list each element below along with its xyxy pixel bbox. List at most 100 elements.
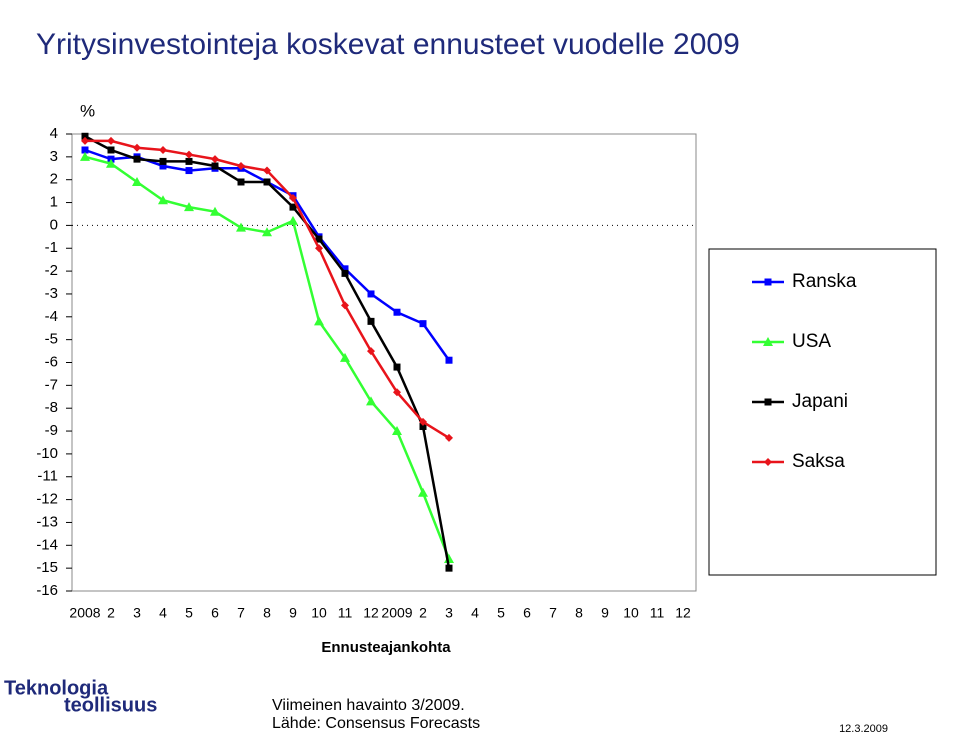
y-tick-label: -14 xyxy=(36,536,58,553)
y-tick-label: 4 xyxy=(50,125,58,142)
point xyxy=(393,388,401,397)
point xyxy=(764,278,772,286)
y-tick-label: -13 xyxy=(36,513,58,530)
point xyxy=(366,396,376,406)
point xyxy=(263,178,271,186)
y-tick-label: 0 xyxy=(50,216,58,233)
point xyxy=(236,222,246,232)
x-tick-label: 2 xyxy=(419,605,427,621)
source: Lähde: Consensus Forecasts xyxy=(272,715,480,732)
legend-label: Japani xyxy=(792,391,848,412)
y-tick-label: -16 xyxy=(36,582,58,599)
point xyxy=(341,269,349,277)
x-tick-label: 7 xyxy=(237,605,245,621)
x-axis-label: Ennusteajankohta xyxy=(321,639,451,656)
point xyxy=(107,136,115,145)
point xyxy=(418,487,428,497)
x-tick-label: 3 xyxy=(133,605,141,621)
x-tick-label: 11 xyxy=(650,605,665,621)
point xyxy=(159,145,167,154)
y-tick-label: -8 xyxy=(45,399,58,416)
point xyxy=(81,146,89,154)
point xyxy=(263,166,271,175)
point xyxy=(419,320,427,328)
point xyxy=(367,290,375,298)
point xyxy=(185,157,193,165)
point xyxy=(81,136,89,145)
point xyxy=(133,143,141,152)
x-tick-label: 5 xyxy=(185,605,193,621)
x-tick-label: 8 xyxy=(575,605,583,621)
legend-box xyxy=(708,248,937,576)
point xyxy=(392,426,402,436)
point xyxy=(763,337,773,346)
x-tick-label: 11 xyxy=(338,605,353,621)
y-tick-label: -2 xyxy=(45,262,58,279)
point xyxy=(211,155,219,164)
point xyxy=(367,317,375,325)
x-tick-label: 3 xyxy=(445,605,453,621)
y-tick-label: -10 xyxy=(36,445,58,462)
x-tick-label: 12 xyxy=(363,605,379,621)
x-tick-label: 2009 xyxy=(381,605,412,621)
point xyxy=(314,316,324,326)
y-tick-label: -12 xyxy=(36,491,58,508)
x-tick-label: 4 xyxy=(471,605,479,621)
point xyxy=(419,422,427,430)
point xyxy=(132,176,142,186)
y-tick-label: -11 xyxy=(37,468,58,485)
y-tick-label: 2 xyxy=(50,171,58,188)
series-line xyxy=(84,135,451,569)
point xyxy=(185,167,193,175)
logo: teollisuus xyxy=(64,694,157,716)
point xyxy=(315,244,323,253)
legend-label: Ranska xyxy=(792,271,857,292)
point xyxy=(289,203,297,211)
x-tick-label: 9 xyxy=(289,605,297,621)
x-tick-label: 4 xyxy=(159,605,167,621)
x-tick-label: 2008 xyxy=(69,605,100,621)
point xyxy=(159,157,167,165)
logo: Teknologia xyxy=(4,677,109,699)
x-tick-label: 10 xyxy=(311,605,327,621)
y-tick-label: 3 xyxy=(50,148,58,165)
point xyxy=(367,347,375,356)
series-line xyxy=(84,155,451,560)
point xyxy=(764,398,772,406)
y-tick-label: -15 xyxy=(36,559,58,576)
y-tick-label: -9 xyxy=(45,422,58,439)
point xyxy=(445,564,453,572)
point xyxy=(445,356,453,364)
y-tick-label: -3 xyxy=(45,285,58,302)
point xyxy=(764,458,772,466)
point xyxy=(419,417,427,426)
point xyxy=(262,227,272,237)
point xyxy=(210,206,220,216)
point xyxy=(445,433,453,442)
legend-label: USA xyxy=(792,331,831,352)
point xyxy=(393,363,401,371)
x-tick-label: 7 xyxy=(549,605,557,621)
note: Viimeinen havainto 3/2009. xyxy=(272,697,465,714)
x-tick-label: 12 xyxy=(675,605,691,621)
point xyxy=(288,215,298,225)
point xyxy=(340,352,350,362)
y-tick-label: -5 xyxy=(45,331,58,348)
point xyxy=(211,162,219,170)
point xyxy=(185,150,193,159)
point xyxy=(237,178,245,186)
y-tick-label: -7 xyxy=(45,376,58,393)
y-tick-label: 1 xyxy=(50,194,58,211)
x-tick-label: 9 xyxy=(601,605,609,621)
x-tick-label: 6 xyxy=(523,605,531,621)
point xyxy=(106,158,116,168)
point xyxy=(393,308,401,316)
point xyxy=(80,151,90,161)
x-tick-label: 6 xyxy=(211,605,219,621)
x-tick-label: 10 xyxy=(623,605,639,621)
point xyxy=(159,162,167,170)
point xyxy=(107,146,115,154)
point xyxy=(184,202,194,212)
